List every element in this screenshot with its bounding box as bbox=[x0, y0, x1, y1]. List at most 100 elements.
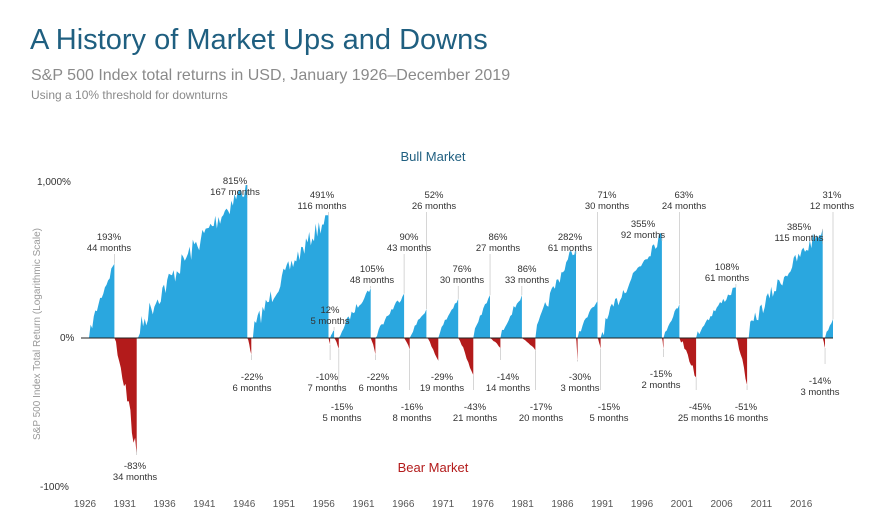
data-label-duration: 92 months bbox=[621, 230, 666, 241]
data-label-pct: -29% bbox=[431, 372, 454, 383]
x-tick-label: 1971 bbox=[432, 499, 455, 510]
bull-market-area bbox=[663, 304, 680, 338]
data-label-duration: 26 months bbox=[412, 201, 457, 212]
data-label-pct: -15% bbox=[598, 402, 621, 413]
data-label-pct: 105% bbox=[360, 264, 385, 275]
bull-market-area bbox=[696, 287, 736, 338]
x-tick-label: 1961 bbox=[352, 499, 375, 510]
x-tick-label: 1981 bbox=[512, 499, 535, 510]
data-label-pct: 52% bbox=[424, 190, 444, 201]
x-tick-label: 2006 bbox=[710, 499, 733, 510]
x-tick-label: 1996 bbox=[631, 499, 654, 510]
data-label-duration: 30 months bbox=[585, 201, 630, 212]
data-label-duration: 6 months bbox=[358, 383, 397, 394]
bear-market-area bbox=[679, 338, 697, 378]
data-label-pct: -51% bbox=[735, 402, 758, 413]
data-label-duration: 24 months bbox=[662, 201, 707, 212]
bear-market-area bbox=[328, 338, 331, 345]
x-tick-label: 1936 bbox=[153, 499, 176, 510]
data-label-pct: -22% bbox=[367, 372, 390, 383]
x-tick-label: 1941 bbox=[193, 499, 216, 510]
data-label-pct: -17% bbox=[530, 402, 553, 413]
bear-market-area bbox=[597, 338, 601, 349]
data-label-pct: -43% bbox=[464, 402, 487, 413]
x-tick-label: 1991 bbox=[591, 499, 614, 510]
data-label-pct: 63% bbox=[674, 190, 694, 201]
x-tick-label: 1956 bbox=[313, 499, 336, 510]
data-label-pct: 86% bbox=[488, 232, 508, 243]
chart-subtitle: S&P 500 Index total returns in USD, Janu… bbox=[31, 67, 511, 84]
bull-market-area bbox=[89, 263, 115, 338]
data-label-pct: -83% bbox=[124, 461, 147, 472]
data-label-duration: 3 months bbox=[560, 383, 599, 394]
data-label-duration: 25 months bbox=[678, 413, 723, 424]
bear-market-area bbox=[404, 338, 410, 350]
bear-market-area bbox=[521, 338, 536, 351]
data-label-pct: -14% bbox=[497, 372, 520, 383]
bull-market-area bbox=[136, 185, 248, 338]
x-tick-label: 1966 bbox=[392, 499, 415, 510]
bear-market-area bbox=[334, 338, 339, 349]
bear-market-area bbox=[822, 338, 825, 348]
y-tick-label: 0% bbox=[60, 333, 75, 344]
data-label-duration: 115 months bbox=[775, 233, 824, 244]
data-label-pct: 12% bbox=[320, 305, 340, 316]
chart-note: Using a 10% threshold for downturns bbox=[31, 88, 228, 102]
data-label-duration: 12 months bbox=[810, 201, 855, 212]
data-label-pct: 491% bbox=[310, 190, 335, 201]
data-label-duration: 30 months bbox=[440, 275, 485, 286]
bull-market-area bbox=[535, 245, 576, 338]
y-axis-title: S&P 500 Index Total Return (Logarithmic … bbox=[32, 228, 43, 440]
data-label-duration: 44 months bbox=[87, 243, 132, 254]
data-label-pct: 71% bbox=[597, 190, 617, 201]
bear-market-area bbox=[661, 338, 664, 349]
data-label-pct: 31% bbox=[822, 190, 842, 201]
data-label-pct: 76% bbox=[452, 264, 472, 275]
x-tick-label: 1946 bbox=[233, 499, 256, 510]
data-label-duration: 34 months bbox=[113, 472, 158, 483]
bear-market-area bbox=[735, 338, 748, 386]
data-label-duration: 8 months bbox=[392, 413, 431, 424]
bear-market-area bbox=[458, 338, 474, 376]
data-label-pct: 193% bbox=[97, 232, 122, 243]
data-label-duration: 3 months bbox=[800, 387, 839, 398]
y-tick-label: 1,000% bbox=[37, 177, 71, 188]
x-tick-label: 1976 bbox=[472, 499, 495, 510]
data-label-pct: -22% bbox=[241, 372, 264, 383]
y-tick-label: -100% bbox=[40, 482, 69, 493]
x-tick-label: 1931 bbox=[114, 499, 137, 510]
bull-market-area bbox=[600, 233, 662, 338]
data-label-pct: 815% bbox=[223, 176, 248, 187]
bear-market-area bbox=[576, 338, 578, 362]
data-label-duration: 61 months bbox=[548, 243, 593, 254]
data-label-duration: 7 months bbox=[307, 383, 346, 394]
data-label-duration: 48 months bbox=[350, 275, 395, 286]
data-label-pct: -30% bbox=[569, 372, 592, 383]
bull-market-area bbox=[251, 215, 329, 338]
data-label-duration: 14 months bbox=[486, 383, 531, 394]
x-tick-label: 1986 bbox=[551, 499, 574, 510]
data-label-pct: 108% bbox=[715, 262, 740, 273]
data-label-duration: 5 months bbox=[310, 316, 349, 327]
data-label-duration: 6 months bbox=[232, 383, 271, 394]
bull-market-area bbox=[338, 288, 371, 338]
data-label-pct: -14% bbox=[809, 376, 832, 387]
data-label-duration: 16 months bbox=[724, 413, 769, 424]
bull-market-label: Bull Market bbox=[400, 149, 465, 164]
data-label-duration: 43 months bbox=[387, 243, 432, 254]
data-label-pct: 86% bbox=[517, 264, 537, 275]
data-label-pct: 385% bbox=[787, 222, 812, 233]
data-label-pct: -15% bbox=[331, 402, 354, 413]
data-label-pct: -10% bbox=[316, 372, 339, 383]
bull-market-area bbox=[409, 309, 427, 338]
data-label-duration: 5 months bbox=[322, 413, 361, 424]
data-label-pct: 355% bbox=[631, 219, 656, 230]
bull-market-area bbox=[438, 298, 459, 338]
bear-market-area bbox=[490, 338, 501, 348]
data-label-duration: 167 months bbox=[210, 187, 260, 198]
data-label-duration: 2 months bbox=[641, 380, 680, 391]
bull-market-area bbox=[500, 295, 522, 338]
bear-market-area bbox=[114, 338, 137, 455]
bull-market-area bbox=[330, 330, 335, 338]
bear-market-label: Bear Market bbox=[398, 460, 469, 475]
